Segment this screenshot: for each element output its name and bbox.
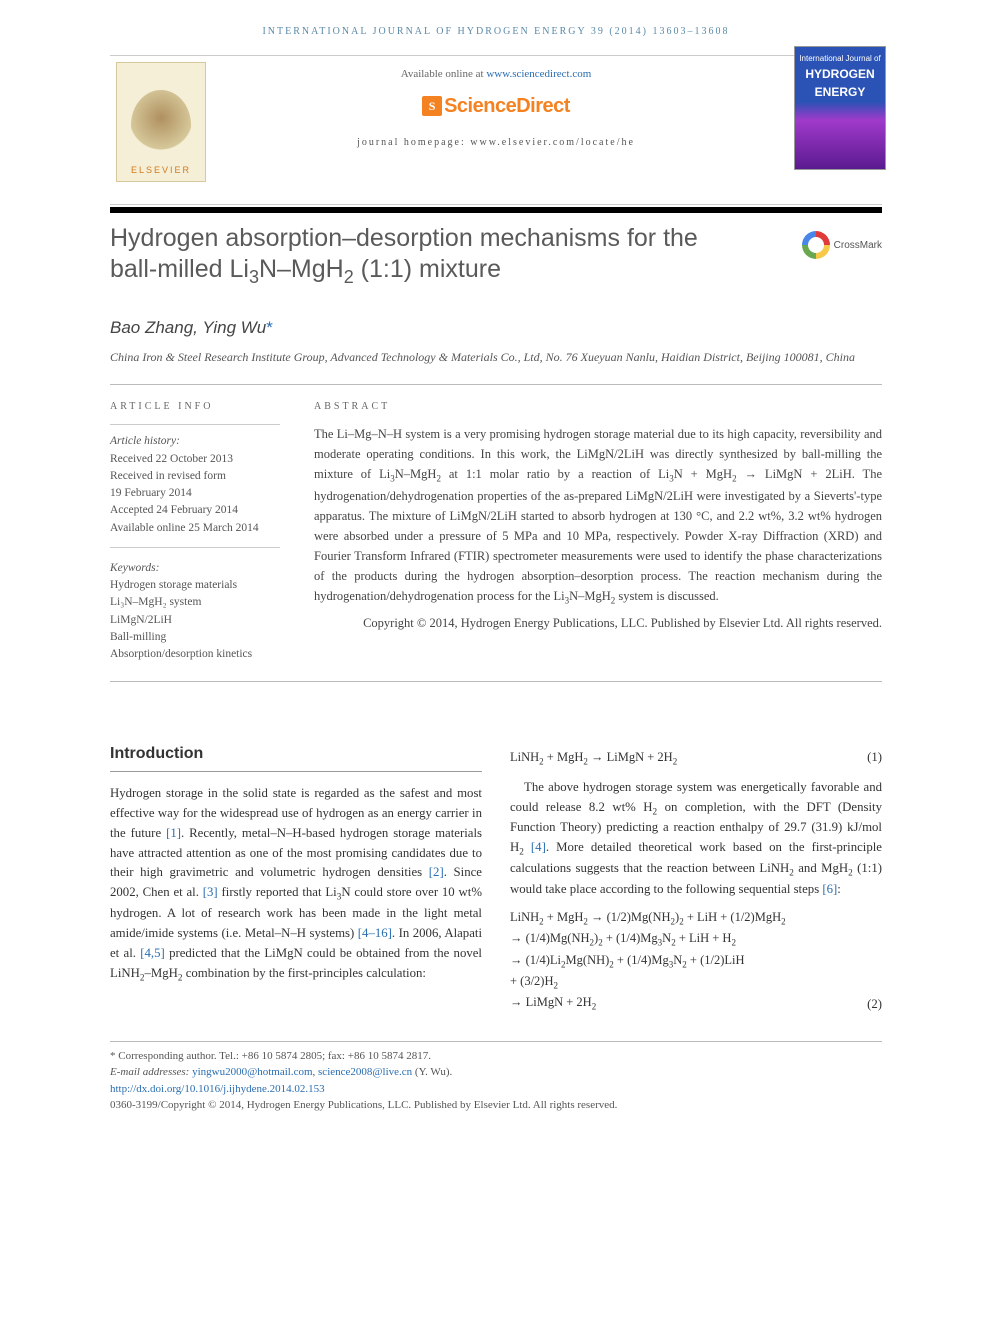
history-revised-2: 19 February 2014 <box>110 485 280 502</box>
history-block: Article history: Received 22 October 201… <box>110 424 280 537</box>
article-title: Hydrogen absorption–desorption mechanism… <box>110 223 712 289</box>
journal-cover-thumbnail: International Journal of HYDROGEN ENERGY <box>794 46 886 170</box>
article-info-head: ARTICLE INFO <box>110 399 280 414</box>
sd-square-icon: S <box>422 96 442 116</box>
emails-label: E-mail addresses: <box>110 1066 192 1078</box>
history-received: Received 22 October 2013 <box>110 451 280 468</box>
email-tail: (Y. Wu). <box>412 1066 452 1078</box>
keyword-item: Li₃N–MgH₂ system <box>110 594 280 611</box>
doi-link[interactable]: http://dx.doi.org/10.1016/j.ijhydene.201… <box>110 1083 325 1095</box>
keyword-item: LiMgN/2LiH <box>110 612 280 629</box>
section-heading-introduction: Introduction <box>110 742 482 772</box>
abstract-copyright: Copyright © 2014, Hydrogen Energy Public… <box>314 614 882 633</box>
divider <box>110 681 882 682</box>
eq2-line: → LiMgN + 2H2 <box>510 993 858 1014</box>
cover-main-1: HYDROGEN <box>795 65 885 83</box>
corresponding-author: * Corresponding author. Tel.: +86 10 587… <box>110 1048 882 1065</box>
left-column: Introduction Hydrogen storage in the sol… <box>110 742 482 1021</box>
sd-wordmark: ScienceDirect <box>444 91 570 121</box>
eq2-line: → (1/4)Li2Mg(NH)2 + (1/4)Mg3N2 + (1/2)Li… <box>510 951 858 972</box>
journal-header: ELSEVIER International Journal of HYDROG… <box>110 55 882 205</box>
cover-main-2: ENERGY <box>795 83 885 101</box>
eq2-line: LiNH2 + MgH2 → (1/2)Mg(NH2)2 + LiH + (1/… <box>510 908 858 929</box>
history-online: Available online 25 March 2014 <box>110 520 280 537</box>
equation-1-row: LiNH2 + MgH2 → LiMgN + 2H2 (1) <box>510 748 882 769</box>
history-revised-1: Received in revised form <box>110 468 280 485</box>
issn-line: 0360-3199/Copyright © 2014, Hydrogen Ene… <box>110 1097 882 1114</box>
sciencedirect-link[interactable]: www.sciencedirect.com <box>486 68 591 80</box>
elsevier-tree-icon <box>131 90 191 160</box>
meta-row: ARTICLE INFO Article history: Received 2… <box>110 399 882 663</box>
abstract-head: ABSTRACT <box>314 399 882 414</box>
title-block: Hydrogen absorption–desorption mechanism… <box>110 207 882 289</box>
cover-top-text: International Journal of <box>795 47 885 65</box>
abstract-col: ABSTRACT The Li–Mg–N–H system is a very … <box>314 399 882 663</box>
available-prefix: Available online at <box>401 68 487 80</box>
right-column: LiNH2 + MgH2 → LiMgN + 2H2 (1) The above… <box>510 742 882 1021</box>
affiliation: China Iron & Steel Research Institute Gr… <box>110 348 882 366</box>
history-accepted: Accepted 24 February 2014 <box>110 502 280 519</box>
crossmark-badge[interactable]: CrossMark <box>802 231 882 259</box>
email-link-1[interactable]: yingwu2000@hotmail.com <box>192 1066 312 1078</box>
equation-2-number: (2) <box>858 995 882 1015</box>
footnote-block: * Corresponding author. Tel.: +86 10 587… <box>110 1041 882 1114</box>
authors-line: Bao Zhang, Ying Wu* <box>110 315 882 341</box>
equation-2: LiNH2 + MgH2 → (1/2)Mg(NH2)2 + LiH + (1/… <box>510 908 858 1015</box>
history-label: Article history: <box>110 433 280 450</box>
sciencedirect-logo: S ScienceDirect <box>110 91 882 121</box>
body-columns: Introduction Hydrogen storage in the sol… <box>110 742 882 1021</box>
keyword-item: Absorption/desorption kinetics <box>110 646 280 663</box>
equation-2-row: LiNH2 + MgH2 → (1/2)Mg(NH2)2 + LiH + (1/… <box>510 908 882 1015</box>
page: INTERNATIONAL JOURNAL OF HYDROGEN ENERGY… <box>0 0 992 1138</box>
article-info-col: ARTICLE INFO Article history: Received 2… <box>110 399 280 663</box>
journal-homepage-line: journal homepage: www.elsevier.com/locat… <box>110 135 882 150</box>
keywords-block: Keywords: Hydrogen storage materials Li₃… <box>110 547 280 664</box>
crossmark-label: CrossMark <box>834 238 882 253</box>
abstract-text: The Li–Mg–N–H system is a very promising… <box>314 424 882 608</box>
email-line: E-mail addresses: yingwu2000@hotmail.com… <box>110 1064 882 1081</box>
crossmark-icon <box>802 231 830 259</box>
keywords-head: Keywords: <box>110 560 280 577</box>
keyword-item: Hydrogen storage materials <box>110 577 280 594</box>
available-online-line: Available online at www.sciencedirect.co… <box>110 66 882 83</box>
intro-paragraph: Hydrogen storage in the solid state is r… <box>110 784 482 984</box>
keyword-item: Ball-milling <box>110 629 280 646</box>
eq2-line: + (3/2)H2 <box>510 972 858 993</box>
eq2-line: → (1/4)Mg(NH2)2 + (1/4)Mg3N2 + LiH + H2 <box>510 929 858 950</box>
right-paragraph: The above hydrogen storage system was en… <box>510 778 882 900</box>
running-head: INTERNATIONAL JOURNAL OF HYDROGEN ENERGY… <box>110 24 882 39</box>
equation-1-number: (1) <box>858 748 882 768</box>
elsevier-logo: ELSEVIER <box>116 62 206 182</box>
equation-1: LiNH2 + MgH2 → LiMgN + 2H2 <box>510 748 858 769</box>
elsevier-wordmark: ELSEVIER <box>131 164 191 178</box>
email-link-2[interactable]: science2008@live.cn <box>318 1066 412 1078</box>
divider <box>110 384 882 385</box>
